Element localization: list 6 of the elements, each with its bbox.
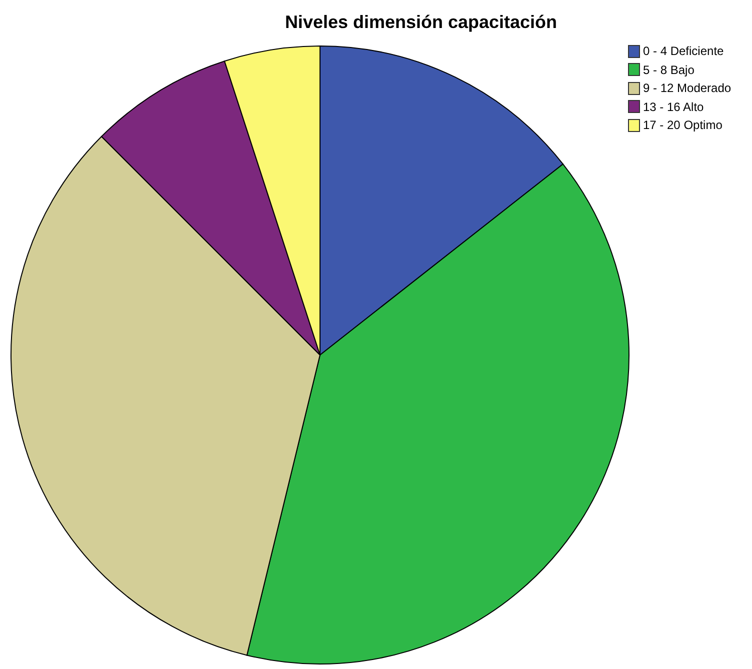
legend-label: 5 - 8 Bajo xyxy=(643,62,694,78)
chart-title: Niveles dimensión capacitación xyxy=(284,12,558,33)
legend-label: 0 - 4 Deficiente xyxy=(643,43,724,60)
legend-label: 17 - 20 Optimo xyxy=(643,117,722,134)
legend-label: 13 - 16 Alto xyxy=(643,98,704,116)
legend-label: 9 - 12 Moderado xyxy=(643,80,732,97)
